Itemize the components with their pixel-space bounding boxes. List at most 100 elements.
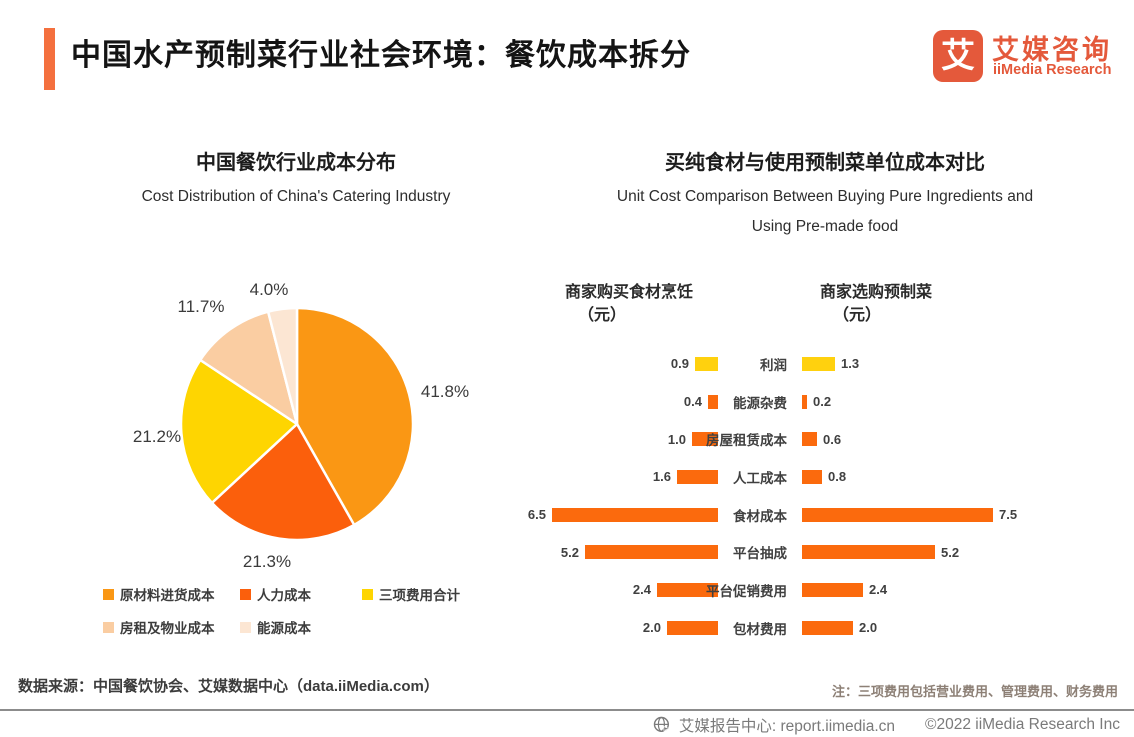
pie-slice-2 [179, 358, 299, 505]
right-bar-value: 7.5 [999, 507, 1018, 523]
pie-chart-subtitle: Cost Distribution of China's Catering In… [141, 188, 451, 205]
left-bar [657, 582, 718, 597]
left-bar-value: 6.5 [527, 507, 546, 523]
category-label: 能源杂费 [733, 395, 787, 411]
left-bar [692, 432, 718, 447]
legend-item: 房租及物业成本 [103, 617, 240, 637]
category-label: 食材成本 [733, 508, 787, 524]
tornado-row: 0.9 利润 1.3 [520, 345, 1120, 383]
right-bar [802, 469, 822, 484]
right-bar-value: 2.0 [859, 620, 878, 636]
footer-site: 艾媒报告中心: report.iimedia.cn [678, 718, 896, 735]
legend-label: 三项费用合计 [379, 588, 460, 603]
legend-item: 能源成本 [240, 617, 362, 637]
category-zone: 人工成本 [718, 467, 802, 487]
legend-label: 原材料进货成本 [120, 588, 215, 603]
left-bar [708, 394, 718, 409]
category-label: 人工成本 [733, 470, 787, 486]
page-title: 中国水产预制菜行业社会环境：餐饮成本拆分 [71, 39, 691, 72]
right-bar [802, 356, 835, 371]
left-series-header: 商家购买食材烹饪 （元） [565, 281, 693, 327]
left-series-name: 商家购买食材烹饪 [565, 284, 694, 301]
right-bar-zone: 0.6 [802, 432, 1120, 447]
right-bar [802, 507, 993, 522]
category-zone: 能源杂费 [718, 392, 802, 412]
footnote: 注：三项费用包括营业费用、管理费用、财务费用 [831, 684, 1118, 699]
tornado-row: 2.4 平台促销费用 2.4 [520, 571, 1120, 609]
right-series-header: 商家选购预制菜 （元） [820, 281, 932, 327]
right-bar [802, 394, 807, 409]
left-bar-value: 2.0 [642, 620, 661, 636]
left-bar-value: 1.0 [667, 431, 686, 447]
category-zone: 食材成本 [718, 505, 802, 525]
tornado-row: 6.5 食材成本 7.5 [520, 496, 1120, 534]
pie-slice-0 [295, 306, 415, 527]
category-label: 平台促销费用 [706, 583, 787, 599]
category-zone: 平台促销费用 [706, 580, 802, 600]
right-bar-zone: 2.4 [802, 582, 1120, 597]
left-bar [695, 356, 718, 371]
right-bar-value: 5.2 [941, 544, 960, 560]
pie-chart-title: 中国餐饮行业成本分布 [196, 152, 396, 174]
category-label: 包材费用 [733, 621, 787, 637]
legend-label: 房租及物业成本 [120, 621, 215, 636]
legend-item: 原材料进货成本 [103, 584, 240, 604]
category-label: 平台抽成 [733, 546, 787, 562]
right-bar-value: 0.2 [813, 394, 832, 410]
footer: 艾媒报告中心: report.iimedia.cn ©2022 iiMedia … [653, 714, 1120, 736]
left-bar-zone: 2.0 [520, 620, 718, 635]
left-bar-value: 1.6 [652, 469, 671, 485]
left-bar-zone: 1.6 [520, 469, 718, 484]
right-bar-value: 0.8 [828, 469, 847, 485]
legend-item: 人力成本 [240, 584, 362, 604]
subtitle-line: Unit Cost Comparison Between Buying Pure… [616, 188, 1034, 205]
left-bar [677, 469, 718, 484]
category-label: 房屋租赁成本 [706, 433, 787, 449]
category-zone: 利润 [718, 354, 802, 374]
legend-swatch-icon [240, 621, 251, 633]
right-bar [802, 545, 935, 560]
right-bar-zone: 0.2 [802, 394, 1120, 409]
category-label: 利润 [760, 357, 787, 373]
legend-swatch-icon [362, 588, 373, 600]
iimedia-logo-icon: 艾 [933, 30, 983, 82]
logo-name-en: iiMedia Research [993, 62, 1112, 78]
left-bar-zone: 0.4 [520, 394, 718, 409]
footer-copyright: ©2022 iiMedia Research Inc [925, 716, 1120, 733]
left-bar-value: 0.4 [683, 394, 702, 410]
pie-value-label: 21.2% [132, 427, 182, 446]
pie-value-label: 41.8% [420, 382, 470, 401]
right-bar-value: 1.3 [841, 356, 860, 372]
legend-label: 人力成本 [257, 588, 311, 603]
left-bar-zone: 5.2 [520, 545, 718, 560]
pie-value-label: 4.0% [249, 280, 289, 299]
left-bar-zone: 6.5 [520, 507, 718, 522]
left-bar [585, 545, 718, 560]
left-bar-zone: 1.0 [520, 432, 718, 447]
pie-value-label: 11.7% [177, 297, 225, 316]
tornado-row: 1.0 房屋租赁成本 0.6 [520, 420, 1120, 458]
right-bar-zone: 2.0 [802, 620, 1120, 635]
right-bar-zone: 7.5 [802, 507, 1120, 522]
legend-swatch-icon [240, 588, 251, 600]
right-bar-value: 2.4 [869, 582, 888, 598]
tornado-row: 5.2 平台抽成 5.2 [520, 533, 1120, 571]
logo-name-cn: 艾媒咨询 [992, 35, 1112, 65]
data-source: 数据来源：中国餐饮协会、艾媒数据中心（data.iiMedia.com） [18, 678, 439, 695]
left-bar [552, 507, 718, 522]
right-bar-zone: 1.3 [802, 356, 1120, 371]
footer-divider [0, 709, 1134, 711]
category-zone: 包材费用 [718, 618, 802, 638]
unit-label: （元） [833, 307, 882, 324]
right-bar-zone: 5.2 [802, 545, 1120, 560]
right-bar [802, 582, 863, 597]
category-zone: 平台抽成 [718, 542, 802, 562]
pie-legend: 原材料进货成本 人力成本 三项费用合计 房租及物业成本 能源成本 [103, 584, 460, 637]
tornado-row: 1.6 人工成本 0.8 [520, 458, 1120, 496]
legend-item: 三项费用合计 [362, 584, 460, 604]
left-bar [667, 620, 718, 635]
tornado-chart-subtitle: Unit Cost Comparison Between Buying Pure… [540, 182, 1110, 242]
pie-slice-3 [199, 310, 299, 426]
subtitle-line: Using Pre-made food [751, 218, 899, 235]
